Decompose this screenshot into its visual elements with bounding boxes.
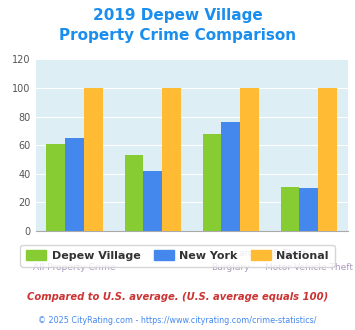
Text: © 2025 CityRating.com - https://www.cityrating.com/crime-statistics/: © 2025 CityRating.com - https://www.city… xyxy=(38,316,317,325)
Bar xyxy=(125,155,143,231)
Text: Motor Vehicle Theft: Motor Vehicle Theft xyxy=(265,263,353,272)
Bar xyxy=(65,138,84,231)
Text: 2019 Depew Village: 2019 Depew Village xyxy=(93,8,262,23)
Bar xyxy=(318,88,337,231)
Bar xyxy=(143,171,162,231)
Legend: Depew Village, New York, National: Depew Village, New York, National xyxy=(21,245,334,267)
Text: Burglary: Burglary xyxy=(212,263,250,272)
Text: Arson: Arson xyxy=(101,249,126,258)
Text: Compared to U.S. average. (U.S. average equals 100): Compared to U.S. average. (U.S. average … xyxy=(27,292,328,302)
Bar xyxy=(203,134,222,231)
Bar xyxy=(84,88,103,231)
Bar xyxy=(162,88,181,231)
Bar xyxy=(47,144,65,231)
Bar xyxy=(240,88,259,231)
Text: Property Crime Comparison: Property Crime Comparison xyxy=(59,28,296,43)
Bar xyxy=(222,122,240,231)
Text: All Property Crime: All Property Crime xyxy=(33,263,116,272)
Bar xyxy=(300,188,318,231)
Bar xyxy=(281,187,300,231)
Text: Larceny & Theft: Larceny & Theft xyxy=(234,249,306,258)
